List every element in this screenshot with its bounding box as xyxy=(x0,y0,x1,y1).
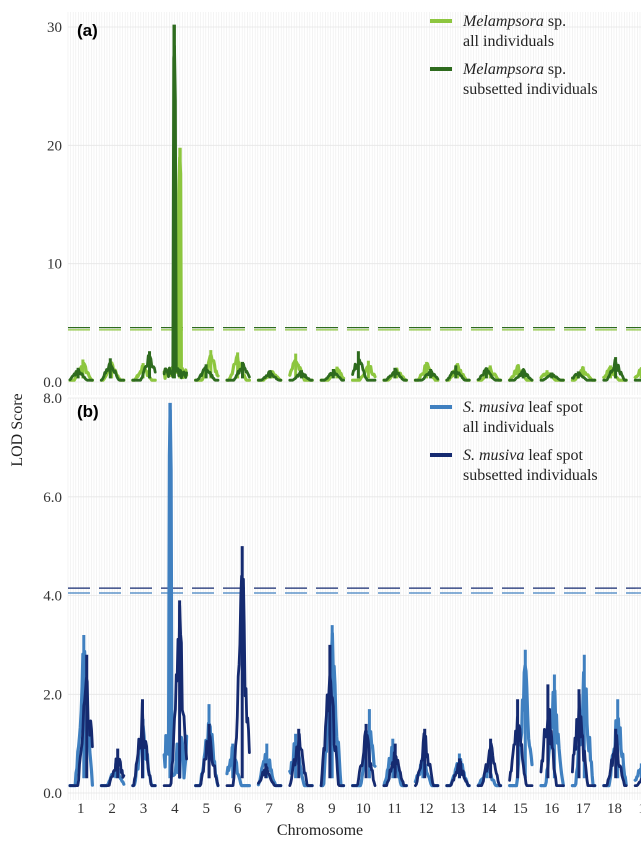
panel-a-series-2-chr-3-trace xyxy=(131,354,157,382)
panel-b-series-1-chr-4-trace xyxy=(162,408,189,780)
x-tick-label-chr-16: 16 xyxy=(544,801,560,817)
x-tick-label-chr-6: 6 xyxy=(234,801,242,817)
x-tick-label-chr-14: 14 xyxy=(481,801,497,817)
panel-b-y-tick-label: 2.0 xyxy=(43,687,62,703)
panel-a: 0.0 10 20 30 (a) Melampsora sp. all individu… xyxy=(43,12,641,395)
panel-b-series-2-chr-4-trace xyxy=(162,604,189,787)
panel-b-label: (b) xyxy=(77,402,99,421)
x-tick-label-chr-4: 4 xyxy=(171,801,179,817)
panel-a-series-2-chr-13-trace xyxy=(445,370,471,382)
panel-b-series-2-chr-7-trace xyxy=(256,765,283,787)
panel-a-grid xyxy=(67,12,641,395)
panel-b-series-2-chr-16-trace xyxy=(539,708,565,787)
panel-a-y-tick-label: 10 xyxy=(47,257,62,273)
panel-a-label: (a) xyxy=(77,21,98,40)
x-tick-label-chr-13: 13 xyxy=(450,801,465,817)
panel-a-series-2-chr-6-trace xyxy=(225,362,251,382)
panel-b-y-ticks: 0.0 2.0 4.0 6.0 8.0 xyxy=(43,391,62,802)
x-tick-label-chr-5: 5 xyxy=(203,801,211,817)
panel-a-series-2-chr-19-trace xyxy=(633,378,641,382)
panel-a-series-2-chr-14-trace xyxy=(476,367,503,382)
panel-a-series-2-chr-10-trace xyxy=(351,358,377,382)
panel-b-legend-entry-1-line2: all individuals xyxy=(463,419,554,436)
x-tick-label-chr-3: 3 xyxy=(140,801,148,817)
panel-b-series-2-chr-15-trace xyxy=(508,715,534,787)
panel-b-y-tick-label: 0.0 xyxy=(43,786,62,802)
panel-b-series-2-chr-6-trace xyxy=(225,574,251,787)
panel-b-series-1-chr-6-trace xyxy=(225,745,251,788)
x-tick-label-chr-7: 7 xyxy=(265,801,273,817)
panel-a-series-1-chr-1-trace xyxy=(68,361,95,382)
panel-b-series-2-chr-2-trace xyxy=(100,757,126,787)
panel-b-series-2-chr-8-trace xyxy=(288,732,314,787)
panel-a-series-2-chr-1-trace xyxy=(68,368,94,382)
panel-b-series-2-chr-19-trace xyxy=(633,777,641,787)
panel-b-legend-entry-2: S. musiva leaf spot xyxy=(463,447,584,464)
x-axis-title: Chromosome xyxy=(277,822,363,839)
x-tick-label-chr-11: 11 xyxy=(387,801,401,817)
panel-a-series-2-chr-15-trace xyxy=(508,367,534,382)
panel-b-series-2-chr-9-trace xyxy=(319,674,346,787)
panel-a-series-2-chr-17-trace xyxy=(571,371,597,382)
panel-a-series-lines xyxy=(68,24,641,382)
panel-b-series-1-chr-16-trace xyxy=(539,689,566,788)
panel-a-y-tick-label: 30 xyxy=(47,20,62,36)
x-tick-label-chr-19: 19 xyxy=(638,801,641,817)
x-tick-label-chr-1: 1 xyxy=(77,801,85,817)
panel-a-legend: Melampsora sp. all individuals Melampsora … xyxy=(430,13,598,98)
panel-b-y-tick-label: 6.0 xyxy=(43,490,62,506)
panel-a-legend-entry-1: Melampsora sp. xyxy=(462,13,566,30)
panel-b-series-1-chr-19-trace xyxy=(633,767,641,782)
panel-a-series-1-chr-19-trace xyxy=(633,367,641,379)
x-tick-labels: 12345678910111213141516171819 xyxy=(77,801,641,817)
panel-b-legend: S. musiva leaf spot all individuals S. mus… xyxy=(430,399,598,484)
panel-b-series-2-chr-5-trace xyxy=(194,733,220,787)
x-tick-label-chr-18: 18 xyxy=(607,801,622,817)
x-tick-label-chr-10: 10 xyxy=(356,801,371,817)
x-tick-label-chr-17: 17 xyxy=(576,801,592,817)
panel-a-y-ticks: 0.0 10 20 30 xyxy=(43,20,62,391)
panel-b-series-2-chr-17-trace xyxy=(571,693,597,787)
y-axis-title: LOD Score xyxy=(9,393,26,466)
panel-b-series-2-chr-10-trace xyxy=(351,729,377,787)
panel-b-series-2-chr-12-trace xyxy=(413,732,440,787)
x-tick-label-chr-9: 9 xyxy=(328,801,336,817)
panel-b-y-tick-label: 4.0 xyxy=(43,589,62,605)
panel-b-y-tick-label: 8.0 xyxy=(43,391,62,407)
panel-a-series-2-chr-12-trace xyxy=(413,369,440,382)
panel-a-y-tick-label: 20 xyxy=(47,138,62,154)
panel-b-series-2-chr-1-trace xyxy=(68,676,94,787)
panel-a-y-tick-label: 0.0 xyxy=(43,375,62,391)
panel-a-series-2-chr-2-trace xyxy=(100,361,126,382)
x-tick-label-chr-8: 8 xyxy=(297,801,305,817)
x-tick-label-chr-2: 2 xyxy=(108,801,116,817)
panel-b-series-lines xyxy=(68,402,641,788)
x-tick-label-chr-12: 12 xyxy=(419,801,434,817)
panel-b: 0.0 2.0 4.0 6.0 8.0 (b) S. musiva leaf spot a… xyxy=(43,391,641,802)
x-tick-label-chr-15: 15 xyxy=(513,801,528,817)
panel-a-legend-entry-1-line2: all individuals xyxy=(463,33,554,50)
panel-b-legend-entry-1: S. musiva leaf spot xyxy=(463,399,584,416)
panel-a-legend-entry-2-line2: subsetted individuals xyxy=(463,81,598,98)
panel-a-legend-entry-2: Melampsora sp. xyxy=(462,61,566,78)
panel-b-legend-entry-2-line2: subsetted individuals xyxy=(463,467,598,484)
